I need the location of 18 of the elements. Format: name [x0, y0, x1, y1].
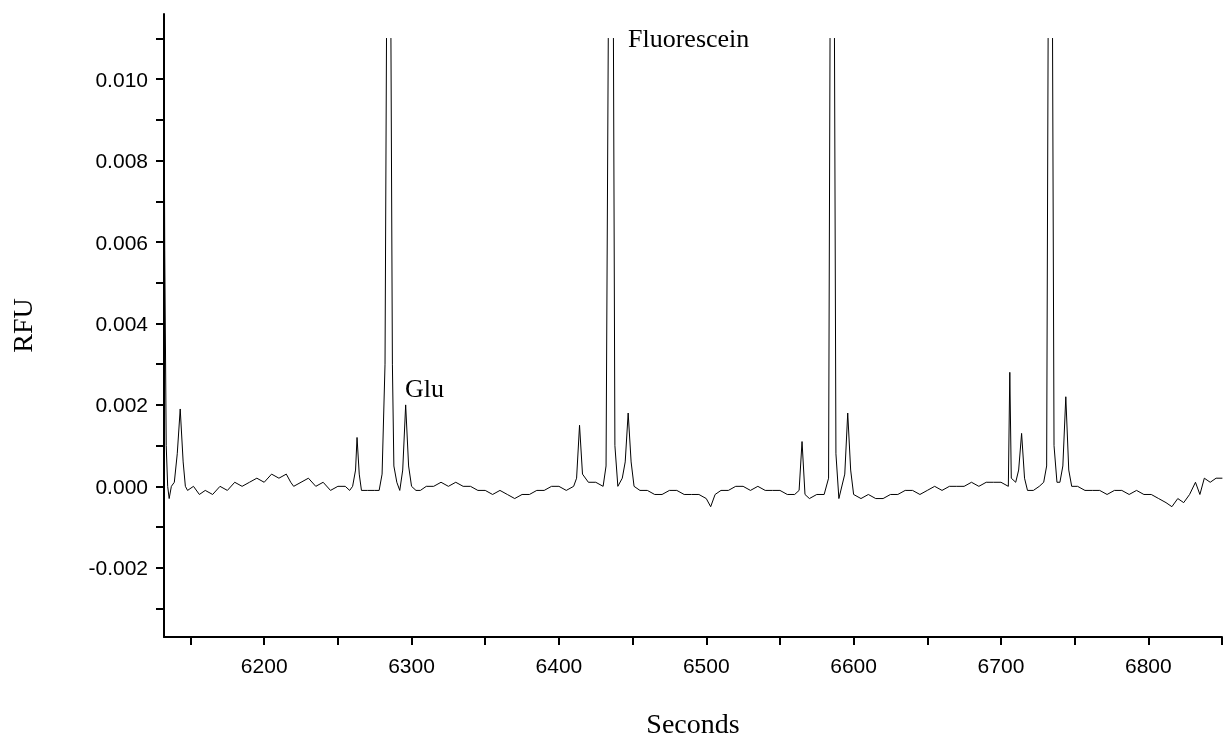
- x-tick-label: 6200: [240, 654, 288, 677]
- annotation: Fluorescein: [628, 23, 750, 53]
- x-tick-label: 6600: [830, 654, 877, 677]
- y-tick-label: 0.010: [95, 67, 148, 91]
- y-tick-label: 0.004: [95, 311, 149, 335]
- x-tick-label: 6800: [1124, 654, 1172, 677]
- x-axis-title: Seconds: [646, 707, 740, 739]
- y-tick-label: 0.008: [95, 149, 148, 173]
- x-tick-label: 6400: [535, 654, 583, 677]
- x-tick-label: 6300: [388, 654, 435, 677]
- annotation: Glu: [405, 373, 444, 403]
- y-tick-label: 0.006: [95, 230, 148, 254]
- y-tick-label: -0.002: [88, 556, 148, 580]
- y-tick-label: 0.002: [95, 393, 148, 417]
- x-tick-label: 6700: [977, 654, 1025, 677]
- y-axis-title: RFU: [6, 298, 38, 353]
- y-tick-label: 0.000: [95, 474, 148, 498]
- x-tick-label: 6500: [682, 654, 730, 677]
